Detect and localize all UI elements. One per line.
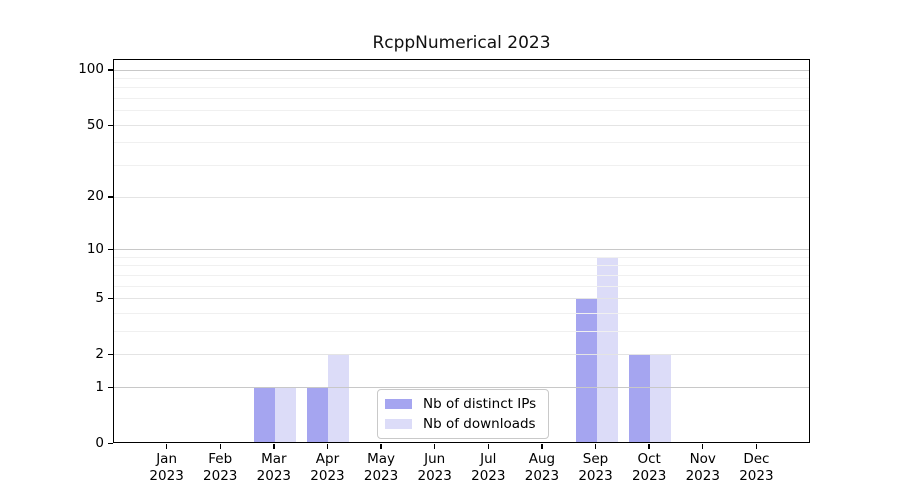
y-tick bbox=[108, 353, 113, 356]
x-tick bbox=[755, 443, 758, 449]
x-tick bbox=[433, 443, 436, 449]
x-tick bbox=[380, 443, 382, 449]
bar-oct-distinct-ips bbox=[629, 354, 651, 442]
bar-mar-distinct-ips bbox=[253, 387, 275, 442]
y-tick bbox=[108, 442, 113, 445]
x-tick bbox=[594, 443, 597, 449]
y-tick-label: 2 bbox=[95, 345, 104, 362]
x-tick-label-apr: Apr 2023 bbox=[310, 450, 345, 484]
y-tick-label: 1 bbox=[95, 378, 104, 395]
bar-oct-downloads bbox=[650, 354, 672, 442]
x-tick bbox=[219, 443, 221, 449]
x-tick bbox=[487, 443, 489, 449]
y-tick bbox=[108, 386, 113, 389]
x-tick-label-aug: Aug 2023 bbox=[524, 450, 560, 484]
chart-title: RcppNumerical 2023 bbox=[372, 33, 551, 53]
x-tick-label-dec: Dec 2023 bbox=[739, 450, 774, 484]
y-tick bbox=[108, 297, 113, 300]
x-tick bbox=[702, 443, 704, 449]
x-tick bbox=[326, 443, 329, 449]
y-tick bbox=[108, 248, 113, 251]
y-tick-label: 10 bbox=[86, 240, 104, 257]
x-tick-label-may: May 2023 bbox=[363, 450, 399, 484]
legend-swatch-distinct-ips bbox=[385, 399, 412, 409]
x-tick-label-sep: Sep 2023 bbox=[578, 450, 613, 484]
x-tick-label-jan: Jan 2023 bbox=[149, 450, 184, 484]
y-tick-label: 20 bbox=[86, 188, 104, 205]
x-tick bbox=[541, 443, 543, 449]
plot-area bbox=[113, 59, 810, 443]
y-tick-label: 50 bbox=[86, 116, 104, 133]
legend-row: Nb of downloads bbox=[385, 416, 536, 432]
bar-apr-distinct-ips bbox=[307, 387, 329, 442]
y-tick bbox=[108, 69, 113, 71]
bars-layer bbox=[114, 60, 809, 442]
x-tick bbox=[165, 443, 168, 449]
x-tick bbox=[648, 443, 650, 449]
y-tick bbox=[108, 196, 113, 198]
legend-label-downloads: Nb of downloads bbox=[423, 416, 536, 432]
bar-mar-downloads bbox=[274, 387, 296, 442]
y-tick bbox=[108, 124, 113, 126]
x-tick-label-oct: Oct 2023 bbox=[631, 450, 667, 484]
bar-sep-distinct-ips bbox=[575, 298, 597, 442]
y-tick-label: 5 bbox=[95, 289, 104, 306]
x-tick bbox=[273, 443, 275, 449]
legend: Nb of distinct IPs Nb of downloads bbox=[377, 389, 550, 439]
bar-apr-downloads bbox=[328, 354, 350, 442]
bar-sep-downloads bbox=[596, 257, 618, 442]
x-tick-label-jun: Jun 2023 bbox=[417, 450, 452, 484]
x-tick-label-nov: Nov 2023 bbox=[685, 450, 720, 484]
y-tick-label: 0 bbox=[95, 434, 104, 451]
x-tick-label-jul: Jul 2023 bbox=[471, 450, 506, 484]
x-tick-label-feb: Feb 2023 bbox=[203, 450, 238, 484]
legend-label-distinct-ips: Nb of distinct IPs bbox=[423, 396, 537, 412]
x-tick-label-mar: Mar 2023 bbox=[256, 450, 292, 484]
y-tick-label: 100 bbox=[78, 61, 104, 78]
legend-row: Nb of distinct IPs bbox=[385, 396, 536, 412]
legend-swatch-downloads bbox=[385, 419, 412, 429]
